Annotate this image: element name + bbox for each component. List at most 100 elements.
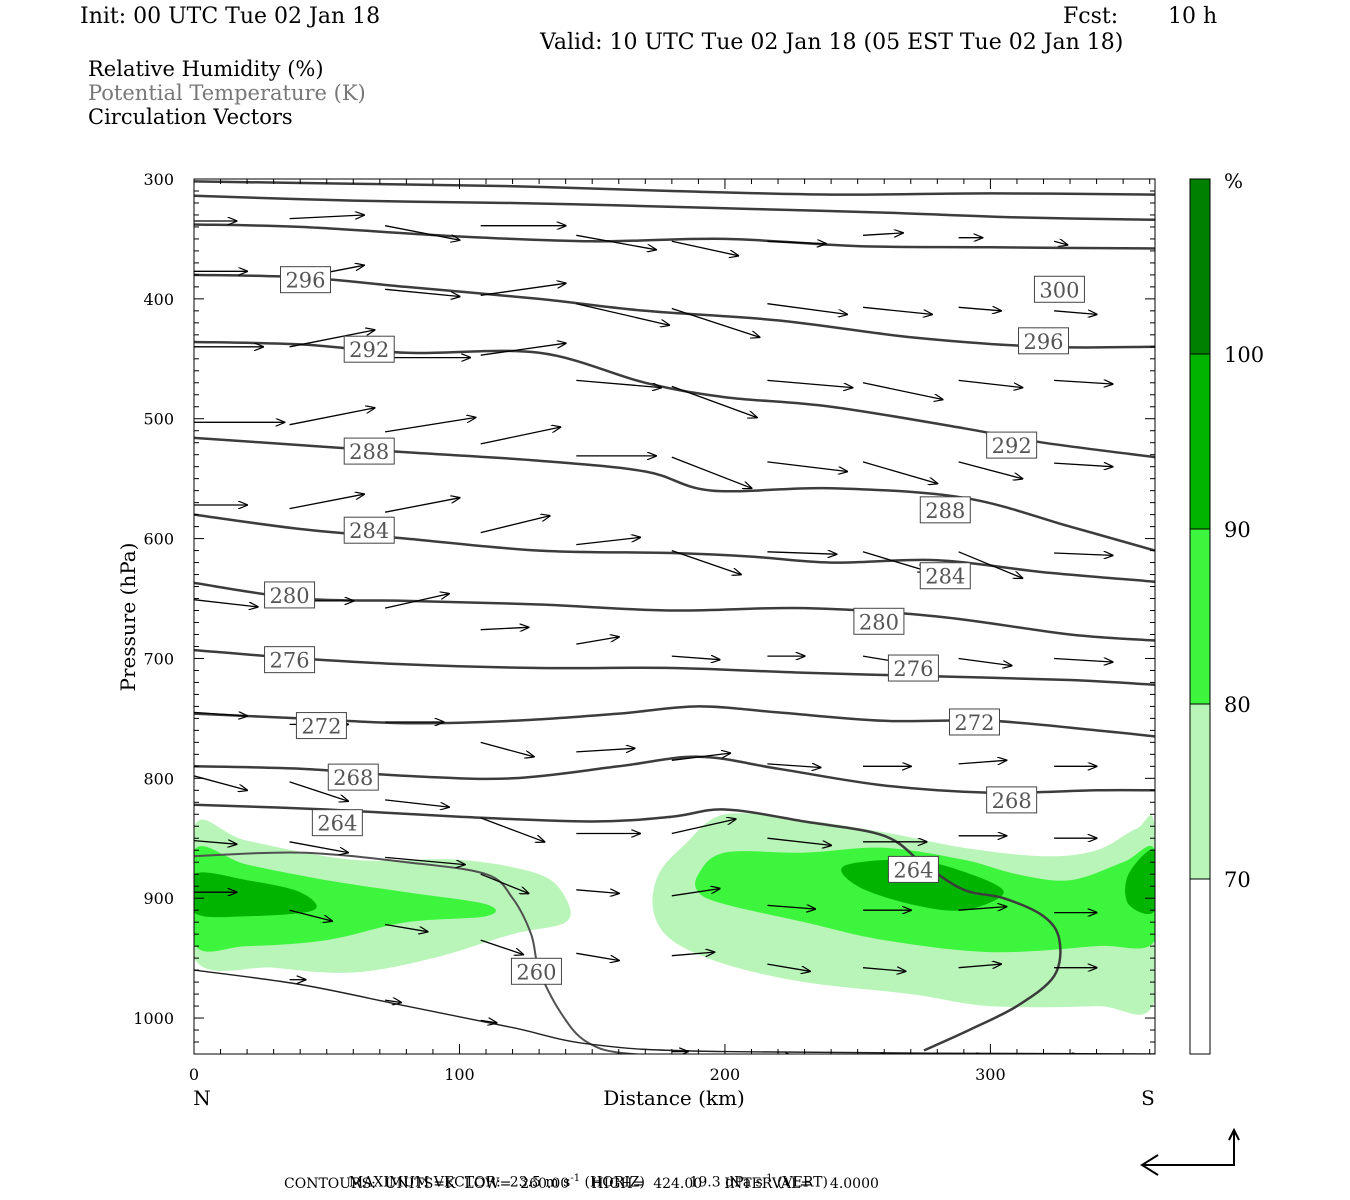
circulation-vector — [480, 627, 529, 629]
x-tick-label: 0 — [189, 1065, 199, 1084]
circulation-vector — [289, 909, 332, 921]
circulation-vector — [194, 599, 258, 607]
valid-time: Valid: 10 UTC Tue 02 Jan 18 (05 EST Tue … — [540, 30, 1124, 55]
circulation-vector — [671, 240, 738, 255]
colorbar-band — [1190, 529, 1210, 704]
y-axis-title: Pressure (hPa) — [116, 543, 140, 692]
circulation-vector — [671, 456, 752, 488]
x-tick-label: 200 — [710, 1065, 741, 1084]
horiz-max-exponent: -1 — [570, 1173, 581, 1184]
circulation-vector — [862, 461, 937, 484]
theta-contour-300 — [194, 223, 1155, 250]
colorbar-label: 90 — [1224, 518, 1251, 542]
theta-label-box — [887, 855, 939, 883]
vert-max-value: 19.3 dPa s — [689, 1174, 763, 1191]
circulation-vector — [576, 890, 619, 894]
theta-label-box — [919, 562, 971, 590]
y-tick-label: 400 — [143, 290, 174, 309]
theta-label-box — [295, 712, 347, 740]
vert-max-unit: (VERT) — [777, 1174, 828, 1191]
circulation-vector — [576, 234, 656, 249]
colorbar-label: 70 — [1224, 868, 1251, 892]
circulation-vector — [194, 841, 237, 845]
circulation-vector — [289, 215, 364, 219]
circulation-vector — [671, 656, 720, 660]
colorbar-label: 100 — [1224, 343, 1264, 367]
circulation-vector — [671, 952, 715, 956]
circulation-vector — [289, 330, 375, 348]
humidity-fill-layer — [194, 813, 1155, 1015]
theta-label-box — [1033, 275, 1085, 303]
theta-contour-label: 276 — [270, 649, 310, 673]
max-vector-line: MAXIMUM VECTOR: 23.5 m s-1 (HORIZ) 19.3 … — [340, 1157, 828, 1191]
theta-contour-264 — [194, 803, 1062, 1052]
circulation-vector — [767, 552, 836, 554]
circulation-vector — [767, 905, 815, 909]
circulation-vector — [862, 382, 943, 400]
theta-label-layer: 296 292 288 284 280 276 272 268 264 260 300 296 292 2… — [264, 266, 1085, 985]
circulation-vector — [767, 837, 831, 845]
theta-label-box — [343, 437, 395, 465]
circulation-vector — [958, 907, 1007, 911]
circulation-vector — [958, 964, 1001, 968]
circulation-vector — [1054, 659, 1112, 663]
y-tick-label: 700 — [143, 649, 174, 668]
theta-contour-280 — [194, 581, 1155, 642]
circulation-vector — [671, 889, 720, 897]
forecast-hours: 10 h — [1168, 4, 1218, 29]
circulation-vector — [767, 241, 825, 243]
theta-label-box — [948, 708, 1000, 736]
circulation-vector — [671, 753, 730, 761]
theta-contour-272 — [194, 705, 1155, 738]
field-vectors-label: Circulation Vectors — [88, 105, 293, 129]
circulation-vector — [958, 379, 1023, 387]
max-vector-label: MAXIMUM VECTOR: — [348, 1174, 501, 1191]
circulation-vector — [480, 1020, 497, 1022]
theta-contour-label: 292 — [992, 434, 1032, 458]
circulation-vector — [671, 549, 741, 575]
circulation-vector — [480, 817, 545, 842]
circulation-vector — [1053, 241, 1067, 245]
circulation-vector — [480, 343, 566, 356]
y-tick-label: 900 — [143, 889, 174, 908]
horiz-max-value: 23.5 m s — [509, 1174, 571, 1191]
circulation-vector — [385, 856, 465, 864]
circulation-vector — [1054, 311, 1097, 315]
circulation-vector — [767, 963, 810, 971]
circulation-vector — [767, 379, 852, 387]
circulation-vector — [958, 461, 1023, 479]
circulation-vector — [289, 781, 348, 801]
circulation-vector — [480, 741, 534, 756]
y-tick-label: 600 — [143, 530, 174, 549]
circulation-vector — [1054, 380, 1112, 384]
theta-label-box — [919, 496, 971, 524]
circulation-vector — [289, 841, 348, 853]
reference-vector-icon — [1140, 1127, 1240, 1176]
theta-contour-label: 260 — [516, 960, 556, 984]
circulation-vector — [480, 516, 550, 534]
theta-contour-unlabeled-12 — [194, 180, 1155, 196]
circulation-vector — [480, 873, 529, 893]
x-axis-title: Distance (km) — [603, 1086, 745, 1110]
rh-region-90-5 — [841, 859, 1004, 911]
horiz-max-unit: (HORIZ) — [584, 1174, 645, 1191]
theta-contour-296 — [194, 273, 1155, 349]
circulation-vector — [480, 939, 524, 954]
circulation-vector — [576, 748, 634, 752]
axis-layer: 300 400 500 600 700 800 900 1000 0 100 200 300 — [133, 170, 1156, 1084]
theta-contour-label: 300 — [1039, 278, 1079, 302]
x-end-label-south: S — [1141, 1086, 1155, 1110]
vert-max-exponent: -1 — [762, 1173, 773, 1184]
theta-label-box — [343, 335, 395, 363]
y-tick-label: 800 — [143, 769, 174, 788]
circulation-vector — [576, 952, 619, 960]
circulation-vector — [289, 494, 364, 510]
theta-label-box — [1018, 327, 1070, 355]
y-tick-label: 500 — [143, 410, 174, 429]
circulation-vector — [1054, 553, 1112, 555]
circulation-vector — [384, 594, 449, 609]
theta-label-box — [264, 581, 316, 609]
circulation-vector — [862, 306, 932, 314]
forecast-label: Fcst: — [1063, 4, 1119, 29]
